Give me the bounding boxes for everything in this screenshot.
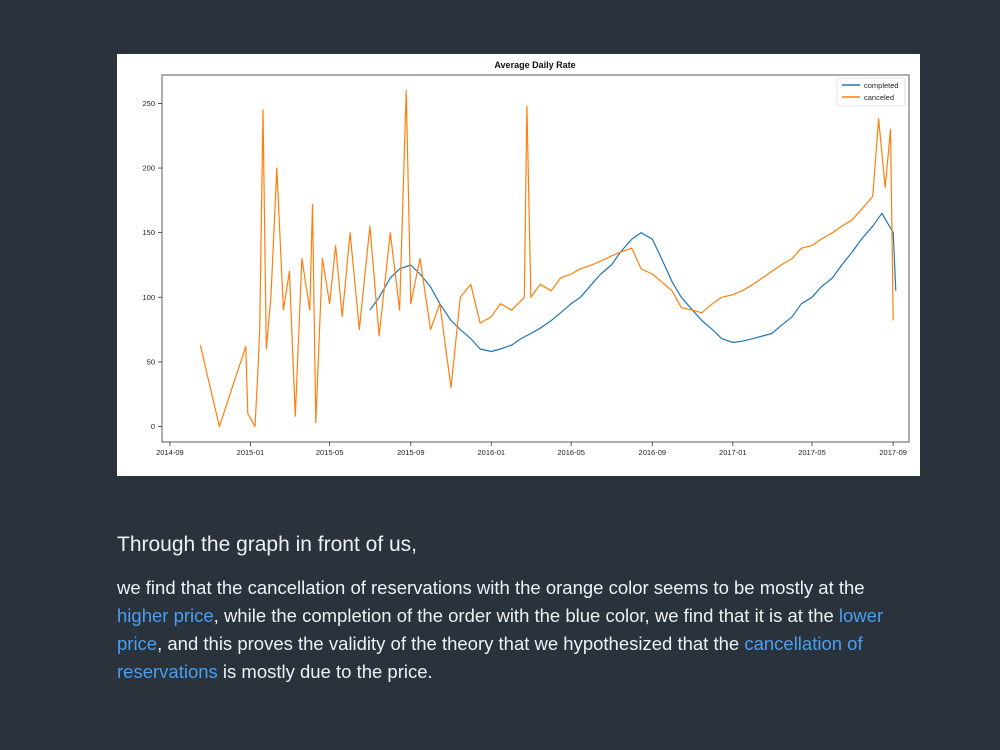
chart-card: Average Daily Rate 0 50 100 150 200 250 2014-… bbox=[117, 54, 920, 476]
x-tick-label: 2014-09 bbox=[156, 448, 184, 457]
y-tick-label: 250 bbox=[142, 99, 155, 108]
highlight-cancellation: cancellation of reservations bbox=[117, 633, 863, 682]
para-text-2: , while the completion of the order with… bbox=[213, 605, 839, 626]
highlight-lower-price: lower price bbox=[117, 605, 884, 654]
plot-frame bbox=[161, 74, 910, 443]
line-chart: Average Daily Rate 0 50 100 150 200 250 2014-… bbox=[142, 60, 910, 457]
para-text-1: we find that the cancellation of reserva… bbox=[117, 577, 865, 598]
y-tick-label: 0 bbox=[151, 422, 155, 431]
y-tick-label: 100 bbox=[142, 293, 155, 302]
x-axis: 2014-09 2015-01 2015-05 2015-09 2016-01 2016-… bbox=[156, 442, 907, 457]
x-tick-label: 2017-05 bbox=[798, 448, 826, 457]
series-line-completed bbox=[369, 212, 897, 353]
x-tick-label: 2016-05 bbox=[557, 448, 585, 457]
series-line-canceled bbox=[199, 89, 894, 428]
legend-label-canceled: canceled bbox=[864, 93, 894, 102]
y-tick-label: 150 bbox=[142, 228, 155, 237]
x-tick-label: 2016-09 bbox=[639, 448, 667, 457]
x-tick-label: 2015-05 bbox=[316, 448, 344, 457]
para-text-4: is mostly due to the price. bbox=[217, 661, 433, 682]
x-tick-label: 2017-09 bbox=[879, 448, 907, 457]
y-axis: 0 50 100 150 200 250 bbox=[142, 99, 162, 431]
series-layer bbox=[199, 89, 897, 428]
x-tick-label: 2016-01 bbox=[478, 448, 506, 457]
y-tick-label: 50 bbox=[147, 357, 155, 366]
chart-title: Average Daily Rate bbox=[494, 60, 575, 70]
explanation-paragraph: we find that the cancellation of reserva… bbox=[117, 574, 897, 686]
highlight-higher-price: higher price bbox=[117, 605, 214, 626]
x-tick-label: 2015-09 bbox=[397, 448, 425, 457]
legend: completed canceled bbox=[836, 77, 906, 107]
x-tick-label: 2017-01 bbox=[719, 448, 747, 457]
y-tick-label: 200 bbox=[142, 164, 155, 173]
section-heading: Through the graph in front of us, bbox=[117, 533, 418, 556]
legend-label-completed: completed bbox=[864, 81, 899, 90]
para-text-3: , and this proves the validity of the th… bbox=[157, 633, 745, 654]
x-tick-label: 2015-01 bbox=[237, 448, 265, 457]
